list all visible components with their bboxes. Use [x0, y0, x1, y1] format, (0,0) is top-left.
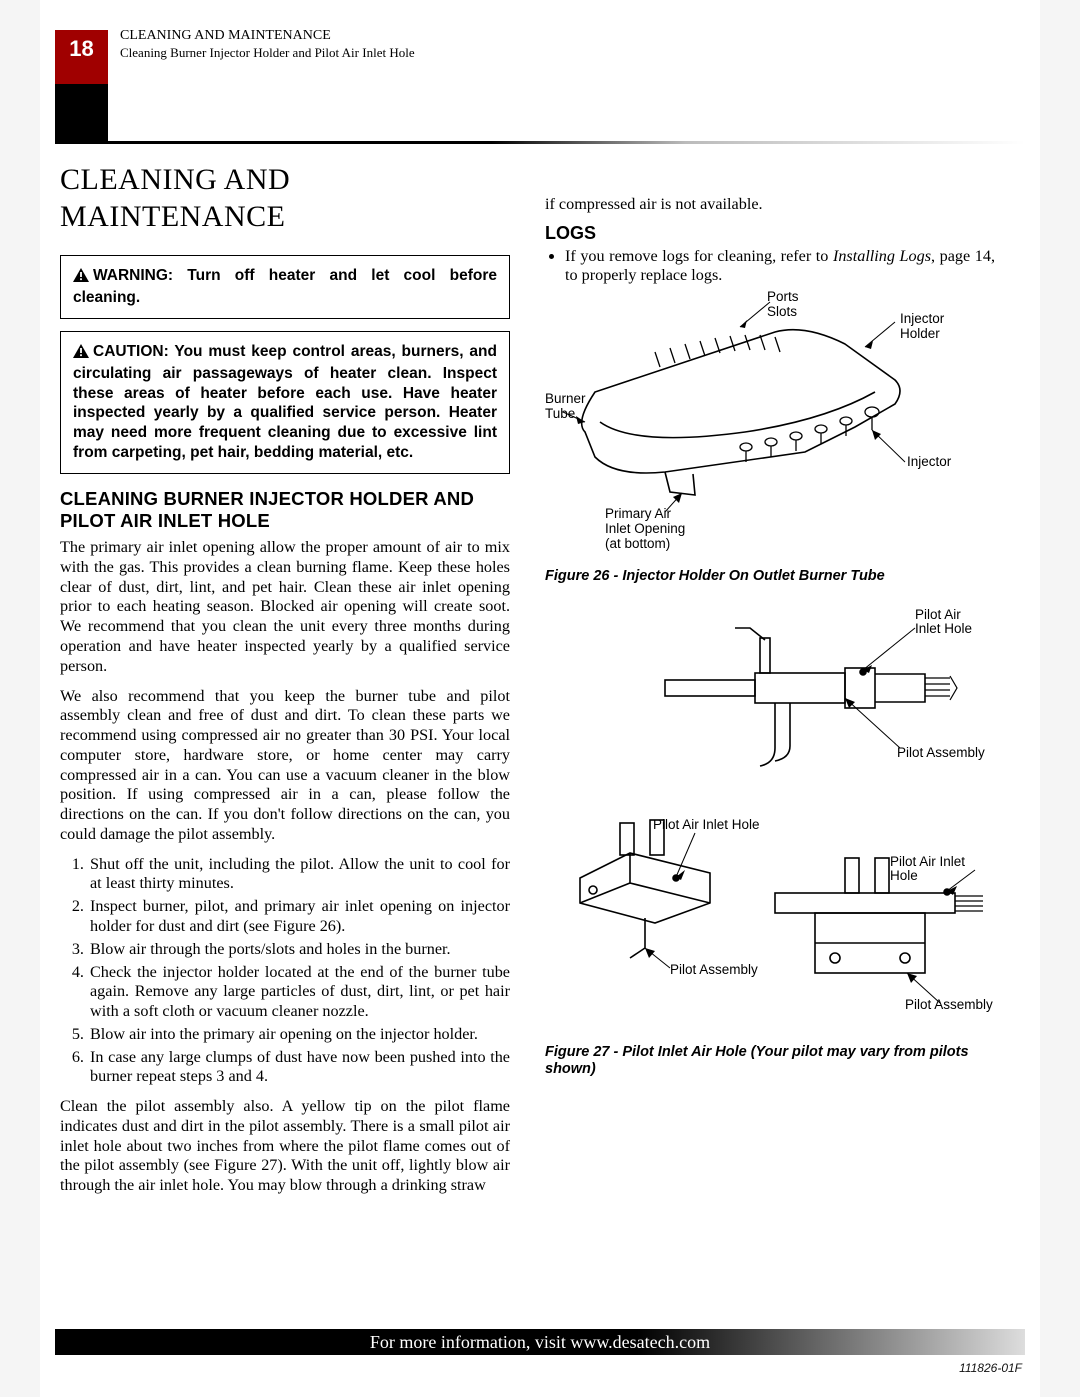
step-item: Shut off the unit, including the pilot. …	[88, 855, 510, 895]
page-number: 18	[55, 36, 108, 62]
para-3: Clean the pilot assembly also. A yellow …	[60, 1097, 510, 1196]
figure-26: Ports Slots Injector Holder Burner Tube …	[545, 292, 995, 562]
caution-label: CAUTION:	[93, 343, 169, 360]
para-2: We also recommend that you keep the burn…	[60, 687, 510, 845]
label-pilot-inlet-top: Pilot Air Inlet Hole	[915, 608, 972, 638]
logs-pre: If you remove logs for cleaning, refer t…	[565, 247, 833, 265]
step-item: Check the injector holder located at the…	[88, 963, 510, 1022]
subheading-cleaning: CLEANING BURNER INJECTOR HOLDER AND PILO…	[60, 488, 510, 532]
page-number-tab-dark	[55, 84, 108, 142]
para-1: The primary air inlet opening allow the …	[60, 538, 510, 676]
step-item: Blow air through the ports/slots and hol…	[88, 940, 510, 960]
label-pilot-assembly-right: Pilot Assembly	[905, 998, 993, 1013]
page: 18 CLEANING AND MAINTENANCE Cleaning Bur…	[40, 0, 1040, 1397]
doc-id: 111826-01F	[959, 1361, 1022, 1375]
header-rule	[55, 141, 1025, 144]
label-injector: Injector	[907, 455, 951, 470]
step-item: In case any large clumps of dust have no…	[88, 1048, 510, 1088]
page-title: CLEANING AND MAINTENANCE	[60, 162, 510, 235]
left-column: CLEANING AND MAINTENANCE WARNING: Turn o…	[60, 162, 510, 1196]
steps-list: Shut off the unit, including the pilot. …	[60, 855, 510, 1087]
label-pilot-inlet-mid: Pilot Air Inlet Hole	[653, 818, 760, 833]
header-section: CLEANING AND MAINTENANCE	[120, 28, 331, 44]
figure-27: Pilot Air Inlet Hole Pilot Assembly Pilo…	[545, 608, 995, 1038]
footer-band: For more information, visit www.desatech…	[55, 1329, 1025, 1355]
right-lead: if compressed air is not available.	[545, 195, 995, 215]
warning-label: WARNING:	[93, 267, 173, 284]
caution-box: CAUTION: You must keep control areas, bu…	[60, 331, 510, 474]
step-item: Blow air into the primary air opening on…	[88, 1025, 510, 1045]
label-injector-holder: Injector Holder	[900, 312, 944, 342]
label-pilot-assembly-left: Pilot Assembly	[670, 963, 758, 978]
step-item: Inspect burner, pilot, and primary air i…	[88, 897, 510, 937]
figure-27-caption: Figure 27 - Pilot Inlet Air Hole (Your p…	[545, 1044, 995, 1079]
label-ports-slots: Ports Slots	[767, 290, 799, 320]
figure-26-caption: Figure 26 - Injector Holder On Outlet Bu…	[545, 568, 995, 585]
logs-heading: LOGS	[545, 223, 995, 245]
label-pilot-assembly-top: Pilot Assembly	[897, 746, 985, 761]
logs-bullet: If you remove logs for cleaning, refer t…	[565, 247, 995, 287]
warning-icon	[73, 268, 89, 288]
caution-icon	[73, 344, 89, 364]
label-primary-air: Primary Air Inlet Opening (at bottom)	[605, 507, 685, 552]
label-burner-tube: Burner Tube	[545, 392, 586, 422]
right-column: if compressed air is not available. LOGS…	[545, 195, 995, 1078]
caution-text: You must keep control areas, burners, an…	[73, 343, 497, 461]
figure-27-svg	[545, 608, 995, 1028]
label-pilot-inlet-right: Pilot Air Inlet Hole	[890, 855, 995, 885]
header-subsection: Cleaning Burner Injector Holder and Pilo…	[120, 45, 415, 61]
logs-ref: Installing Logs	[833, 247, 931, 265]
warning-box: WARNING: Turn off heater and let cool be…	[60, 255, 510, 319]
